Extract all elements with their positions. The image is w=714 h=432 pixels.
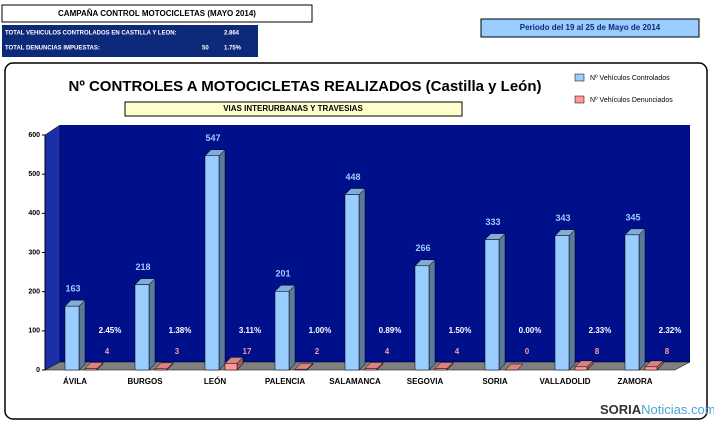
bar <box>414 265 430 371</box>
x-tick-label: SALAMANCA <box>329 377 381 386</box>
y-tick-label: 100 <box>28 328 40 335</box>
legend-label: Nº Vehículos Controlados <box>590 75 670 82</box>
bar <box>154 368 168 371</box>
bar <box>134 284 150 371</box>
chart-subtitle: VIAS INTERURBANAS Y TRAVESIAS <box>223 104 363 113</box>
y-tick-label: 0 <box>36 367 40 374</box>
watermark: SORIANoticias.com <box>600 402 714 417</box>
value-label: 17 <box>243 347 252 356</box>
rate-label: 2.33% <box>589 326 612 335</box>
y-tick-label: 600 <box>28 132 40 139</box>
bar-side <box>498 232 506 371</box>
bar <box>484 239 500 371</box>
bar <box>64 305 80 371</box>
value-label: 333 <box>485 217 500 227</box>
totals-box <box>2 25 258 57</box>
y-tick-label: 400 <box>28 210 40 217</box>
value-label: 448 <box>345 172 360 182</box>
campaign-title: CAMPAÑA CONTROL MOTOCICLETAS (MAYO 2014) <box>58 9 256 18</box>
rate-label: 0.89% <box>379 326 402 335</box>
subtitle-box <box>124 101 463 117</box>
x-tick-label: BURGOS <box>127 377 163 386</box>
bar-side <box>78 299 86 371</box>
x-tick-label: LEÓN <box>204 377 226 386</box>
bar <box>364 368 378 371</box>
rate-label: 2.45% <box>99 326 122 335</box>
bar-top <box>504 363 524 371</box>
bar <box>224 363 238 371</box>
bar <box>294 368 308 371</box>
bar <box>204 155 220 371</box>
bar-side <box>288 284 296 371</box>
x-tick-label: SEGOVIA <box>407 377 444 386</box>
fines-label: TOTAL DENUNCIAS IMPUESTAS: <box>5 46 100 52</box>
bar <box>274 291 290 371</box>
fines-rate: 1.75% <box>224 46 242 52</box>
bar-side <box>148 278 156 371</box>
bar-side <box>638 228 646 371</box>
rate-label: 1.00% <box>309 326 332 335</box>
legend-label: Nº Vehículos Denunciados <box>590 97 673 104</box>
bar <box>624 234 640 371</box>
total-label: TOTAL VEHICULOS CONTROLADOS EN CASTILLA … <box>5 31 177 37</box>
value-label: 343 <box>555 213 570 223</box>
x-tick-label: ÁVILA <box>63 377 87 386</box>
value-label: 0 <box>525 347 530 356</box>
x-tick-label: SORIA <box>482 377 508 386</box>
value-label: 201 <box>275 269 290 279</box>
bar-side <box>568 229 576 371</box>
x-tick-label: ZAMORA <box>617 377 652 386</box>
rate-label: 0.00% <box>519 326 542 335</box>
period-box <box>480 18 700 38</box>
value-label: 4 <box>385 347 390 356</box>
value-label: 3 <box>175 347 180 356</box>
value-label: 547 <box>205 133 220 143</box>
value-label: 218 <box>135 262 150 272</box>
value-label: 345 <box>625 212 640 222</box>
rate-label: 2.32% <box>659 326 682 335</box>
value-label: 2 <box>315 347 320 356</box>
value-label: 4 <box>455 347 460 356</box>
bar-side <box>218 149 226 371</box>
campaign-box <box>1 4 313 23</box>
legend-swatch <box>574 73 585 82</box>
value-label: 8 <box>595 347 600 356</box>
fines-value: 50 <box>202 46 209 52</box>
period: Periodo del 19 al 25 de Mayo de 2014 <box>520 23 661 32</box>
value-label: 163 <box>65 284 80 294</box>
side-wall <box>44 124 61 371</box>
bar <box>344 194 360 371</box>
rate-label: 1.50% <box>449 326 472 335</box>
bar <box>434 368 448 371</box>
total-value: 2.864 <box>224 31 240 37</box>
value-label: 266 <box>415 243 430 253</box>
y-tick-label: 200 <box>28 289 40 296</box>
rate-label: 1.38% <box>169 326 192 335</box>
bar-side <box>358 187 366 371</box>
x-tick-label: VALLADOLID <box>540 377 591 386</box>
value-label: 8 <box>665 347 670 356</box>
chart-title: Nº CONTROLES A MOTOCICLETAS REALIZADOS (… <box>69 78 542 95</box>
legend-swatch <box>574 95 585 104</box>
value-label: 4 <box>105 347 110 356</box>
x-tick-label: PALENCIA <box>265 377 306 386</box>
y-tick-label: 500 <box>28 171 40 178</box>
rate-label: 3.11% <box>239 326 261 335</box>
bar <box>574 366 588 371</box>
bar <box>644 366 658 371</box>
bar <box>554 235 570 371</box>
bar <box>84 368 98 371</box>
y-tick-label: 300 <box>28 249 40 256</box>
bar-side <box>428 259 436 371</box>
